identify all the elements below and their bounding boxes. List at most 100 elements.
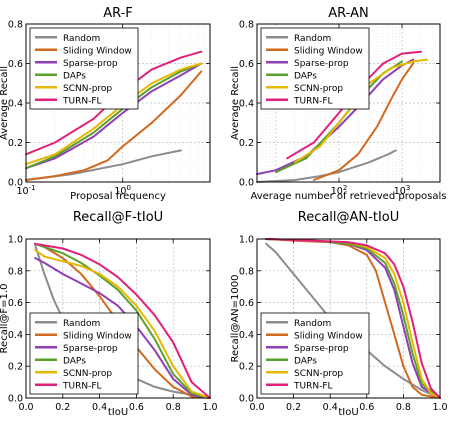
series-line-turn-fl xyxy=(265,238,441,399)
y-tick-label: 0.4 xyxy=(8,99,23,110)
legend-label-scnn-prop: SCNN-prop xyxy=(294,369,343,379)
y-tick-label: 0.8 xyxy=(239,266,254,277)
series-line-sliding-window xyxy=(312,62,415,181)
x-tick-label: 1.0 xyxy=(202,402,217,413)
legend: Random Sliding Window Sparse-prop DAPs SCNN-… xyxy=(260,27,370,110)
series-line-sparse-prop xyxy=(34,257,211,399)
x-tick-label: 0.4 xyxy=(92,402,107,413)
x-tick-label: 0.8 xyxy=(166,402,181,413)
legend-label-sparse-prop: Sparse-prop xyxy=(63,344,118,354)
y-axis-label: Average Recall xyxy=(0,66,10,140)
legend: Random Sliding Window Sparse-prop DAPs SCNN-… xyxy=(260,312,370,395)
x-tick-label: 0.0 xyxy=(249,402,264,413)
series-line-turn-fl xyxy=(34,242,211,399)
y-tick-label: 0.4 xyxy=(239,330,254,341)
legend-label-daps: DAPs xyxy=(294,71,317,81)
series-line-random xyxy=(256,149,397,183)
legend-label-sliding-window: Sliding Window xyxy=(294,46,363,56)
legend-label-turn-fl: TURN-FL xyxy=(62,381,102,391)
legend-label-turn-fl: TURN-FL xyxy=(293,381,333,391)
x-tick-label: 0.0 xyxy=(18,402,33,413)
y-tick-label: 0.4 xyxy=(8,330,23,341)
chart-panel-2: 0.0 0.2 0.4 0.6 0.8 102 103 AR-AN Average number… xyxy=(230,6,447,202)
legend-label-sliding-window: Sliding Window xyxy=(294,331,363,341)
series-line-daps xyxy=(34,242,211,399)
y-axis-label: Recall@F=1.0 xyxy=(0,284,10,354)
series-line-sparse-prop xyxy=(25,62,203,170)
legend-box xyxy=(29,312,139,395)
legend-label-random: Random xyxy=(63,319,100,329)
y-tick-label: 1.0 xyxy=(239,235,254,246)
legend-box xyxy=(260,27,370,110)
legend-label-scnn-prop: SCNN-prop xyxy=(294,84,343,94)
x-tick-label: 102 xyxy=(331,184,348,197)
legend: Random Sliding Window Sparse-prop DAPs SCNN-… xyxy=(29,312,139,395)
legend-label-sliding-window: Sliding Window xyxy=(63,46,132,56)
x-tick-label: 0.4 xyxy=(323,402,338,413)
y-tick-label: 0.0 xyxy=(8,178,23,189)
x-axis-label: tIoU xyxy=(108,407,128,418)
y-tick-label: 0.0 xyxy=(239,178,254,189)
legend-label-sparse-prop: Sparse-prop xyxy=(63,59,118,69)
chart-panel-4: 0.0 0.2 0.4 0.6 0.8 1.0 0.0 0.2 0.4 0.6 0.8 1.0 Reca… xyxy=(230,210,448,418)
x-tick-label: 0.6 xyxy=(359,402,374,413)
y-tick-label: 0.8 xyxy=(8,20,23,31)
y-tick-label: 0.8 xyxy=(8,266,23,277)
legend-label-scnn-prop: SCNN-prop xyxy=(63,369,112,379)
chart-title: AR-F xyxy=(103,6,133,21)
legend-label-turn-fl: TURN-FL xyxy=(293,96,333,106)
legend-box xyxy=(260,312,370,395)
x-tick-label: 0.6 xyxy=(129,402,144,413)
chart-title: Recall@AN-tIoU xyxy=(298,210,400,225)
legend-box xyxy=(29,27,139,110)
x-tick-label: 103 xyxy=(394,184,411,197)
plot-frame xyxy=(25,238,211,399)
series-line-sliding-window xyxy=(25,70,203,181)
legend-label-sparse-prop: Sparse-prop xyxy=(294,59,349,69)
chart-panel-3: 0.0 0.2 0.4 0.6 0.8 1.0 0.0 0.2 0.4 0.6 0.8 1.0 Reca… xyxy=(0,210,218,418)
x-axis-label: Average number of retrieved proposals xyxy=(250,191,446,202)
chart-panel-1: 0.0 0.2 0.4 0.6 0.8 10-1 100 AR-F Proposal frequ… xyxy=(0,6,211,202)
legend-label-sparse-prop: Sparse-prop xyxy=(294,344,349,354)
y-tick-label: 0.2 xyxy=(8,362,23,373)
y-axis-label: Average Recall xyxy=(230,66,241,140)
y-tick-label: 0.2 xyxy=(239,362,254,373)
y-tick-label: 1.0 xyxy=(8,235,23,246)
y-tick-label: 0.6 xyxy=(8,298,23,309)
chart-title: Recall@F-tIoU xyxy=(73,210,163,225)
x-axis-label: tIoU xyxy=(338,407,358,418)
x-tick-label: 0.2 xyxy=(55,402,70,413)
x-tick-label: 1.0 xyxy=(432,402,447,413)
y-tick-label: 0.6 xyxy=(239,59,254,70)
x-tick-label: 0.2 xyxy=(286,402,301,413)
series-line-random xyxy=(25,149,182,181)
legend-label-daps: DAPs xyxy=(63,356,86,366)
legend-label-random: Random xyxy=(63,34,100,44)
y-tick-label: 0.0 xyxy=(239,394,254,405)
series-line-scnn-prop xyxy=(34,249,211,399)
y-tick-label: 0.6 xyxy=(239,298,254,309)
x-tick-label: 100 xyxy=(114,184,131,197)
y-tick-label: 0.2 xyxy=(239,138,254,149)
series-line-sparse-prop xyxy=(256,58,415,176)
legend-label-random: Random xyxy=(294,34,331,44)
chart-title: AR-AN xyxy=(328,6,368,21)
x-tick-label: 0.8 xyxy=(396,402,411,413)
legend-label-random: Random xyxy=(294,319,331,329)
plot-frame xyxy=(256,238,441,399)
y-tick-label: 0.4 xyxy=(239,99,254,110)
legend-label-daps: DAPs xyxy=(63,71,86,81)
y-tick-label: 0.2 xyxy=(8,138,23,149)
legend-label-daps: DAPs xyxy=(294,356,317,366)
legend-label-scnn-prop: SCNN-prop xyxy=(63,84,112,94)
y-axis-label: Recall@AN=1000 xyxy=(230,275,241,363)
x-axis-label: Proposal frequency xyxy=(70,191,166,202)
y-tick-label: 0.6 xyxy=(8,59,23,70)
x-tick-label: 10-1 xyxy=(16,184,35,197)
y-tick-label: 0.8 xyxy=(239,20,254,31)
legend: Random Sliding Window Sparse-prop DAPs SCNN-… xyxy=(29,27,139,110)
y-tick-label: 0.0 xyxy=(8,394,23,405)
legend-label-turn-fl: TURN-FL xyxy=(62,96,102,106)
legend-label-sliding-window: Sliding Window xyxy=(63,331,132,341)
